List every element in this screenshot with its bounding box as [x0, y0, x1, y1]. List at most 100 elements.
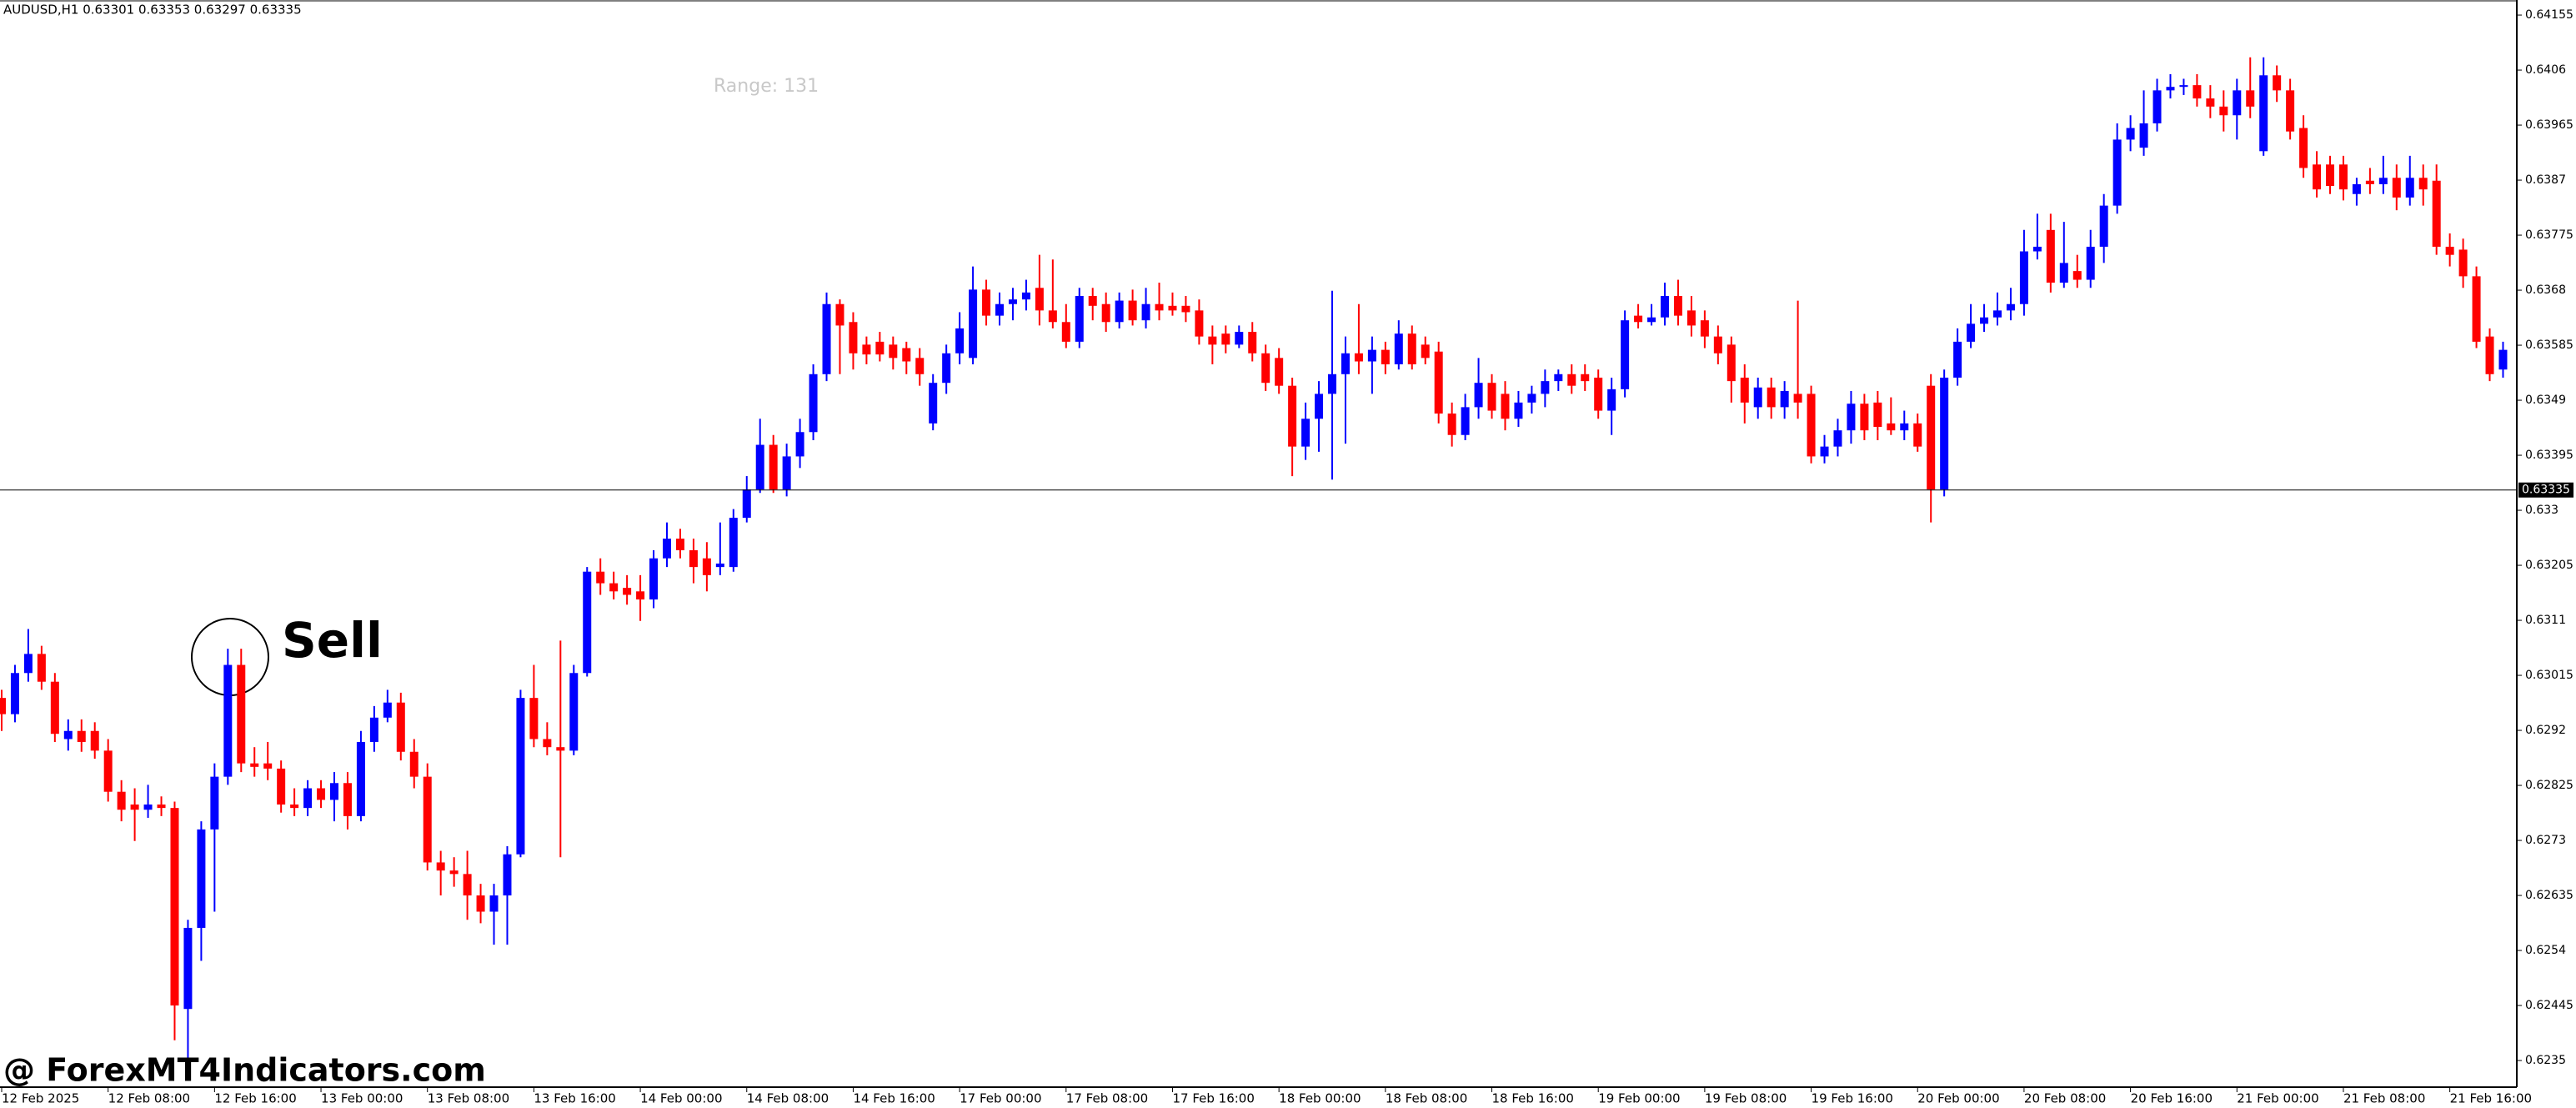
candle-body	[1407, 333, 1416, 364]
candle-body	[2458, 249, 2468, 277]
candle-body	[1035, 288, 1044, 311]
candle-body	[436, 862, 445, 871]
x-tick-label: 20 Feb 08:00	[2024, 1091, 2106, 1106]
candle-body	[423, 776, 432, 863]
candle-body	[1607, 389, 1616, 411]
candle-body	[343, 783, 352, 816]
candle-body	[889, 344, 898, 358]
candle-body	[1381, 349, 1390, 364]
candle-body	[210, 776, 219, 830]
candle-body	[569, 673, 579, 751]
candle-body	[1155, 303, 1164, 311]
candle-body	[1235, 332, 1244, 345]
candle-body	[2326, 164, 2334, 187]
candle-body	[1953, 341, 1962, 378]
candle-body	[317, 788, 326, 800]
y-tick-label: 0.6292	[2525, 724, 2566, 737]
candle-body	[330, 783, 338, 800]
candle-body	[1900, 423, 1909, 431]
candle-body	[1487, 383, 1496, 411]
candle-body	[2179, 85, 2188, 88]
candle-body	[489, 895, 499, 912]
candle-body	[969, 289, 978, 358]
candle-body	[2112, 139, 2122, 206]
current-price-label: 0.63335	[2522, 484, 2570, 497]
candle-body	[1793, 394, 1802, 403]
candle-body	[170, 808, 179, 1006]
candle-body	[1261, 353, 1270, 384]
y-tick-label: 0.62825	[2525, 779, 2573, 792]
x-tick-label: 17 Feb 16:00	[1172, 1091, 1254, 1106]
y-tick-label: 0.6235	[2525, 1054, 2566, 1067]
candle-body	[2365, 180, 2374, 184]
candle-body	[369, 717, 378, 742]
candle-body	[1700, 320, 1709, 337]
candle-body	[263, 763, 273, 769]
candle-body	[476, 895, 485, 912]
candle-body	[1061, 322, 1070, 342]
x-tick-label: 21 Feb 08:00	[2343, 1091, 2425, 1106]
candle-body	[396, 702, 405, 752]
y-tick-label: 0.633	[2525, 504, 2558, 517]
candle-body	[2099, 205, 2108, 247]
candle-body	[663, 539, 671, 559]
candle-body	[955, 328, 965, 353]
chart-header: AUDUSD,H1 0.63301 0.63353 0.63297 0.6333…	[3, 3, 302, 18]
candle-body	[1927, 385, 1936, 490]
x-tick-label: 13 Feb 16:00	[534, 1091, 615, 1106]
candle-body	[1021, 292, 1030, 300]
candle-body	[2153, 90, 2162, 123]
candle-body	[702, 558, 711, 575]
candle-body	[835, 303, 844, 326]
candle-body	[1673, 296, 1682, 316]
candle-body	[809, 374, 818, 433]
candle-body	[23, 654, 33, 674]
candle-body	[1181, 305, 1190, 313]
candle-body	[1967, 323, 1976, 342]
candle-body	[2032, 246, 2042, 252]
candle-body	[1767, 387, 1776, 408]
candle-body	[90, 730, 99, 751]
x-tick-label: 14 Feb 16:00	[853, 1091, 935, 1106]
y-tick-label: 0.63015	[2525, 669, 2573, 682]
candle-body	[2046, 229, 2055, 283]
range-text: Range: 131	[714, 76, 819, 97]
candle-body	[503, 854, 512, 896]
candle-body	[2338, 164, 2348, 190]
candle-body	[649, 558, 659, 600]
x-tick-label: 12 Feb 16:00	[214, 1091, 296, 1106]
candle-body	[1328, 374, 1336, 394]
candle-body	[1661, 296, 1669, 318]
candle-body	[1993, 310, 2002, 318]
y-tick-label: 0.6254	[2525, 944, 2566, 957]
candle-body	[2219, 106, 2228, 116]
candle-body	[1301, 419, 1311, 447]
candle-body	[2472, 276, 2481, 342]
candle-body	[675, 539, 684, 550]
candle-body	[50, 681, 59, 734]
candle-body	[2313, 164, 2322, 190]
candle-body	[449, 870, 459, 875]
candle-body	[1833, 430, 1842, 447]
y-tick-label: 0.63205	[2525, 559, 2573, 572]
candle-body	[1581, 374, 1590, 382]
candle-body	[2233, 90, 2242, 116]
candle-body	[2273, 75, 2282, 91]
candle-body	[2059, 263, 2068, 283]
candle-body	[10, 673, 19, 714]
candle-body	[1527, 394, 1536, 403]
current-price-box	[2518, 482, 2573, 498]
y-tick-label: 0.62445	[2525, 999, 2573, 1012]
x-tick-label: 18 Feb 08:00	[1386, 1091, 1467, 1106]
candle-body	[1221, 333, 1230, 345]
candle-body	[1740, 377, 1749, 403]
candle-body	[143, 804, 153, 810]
candle-body	[929, 383, 938, 424]
candle-body	[1434, 351, 1443, 414]
x-tick-label: 20 Feb 00:00	[1917, 1091, 1999, 1106]
candle-body	[769, 444, 778, 490]
candle-body	[1288, 385, 1297, 447]
x-tick-label: 14 Feb 08:00	[747, 1091, 829, 1106]
